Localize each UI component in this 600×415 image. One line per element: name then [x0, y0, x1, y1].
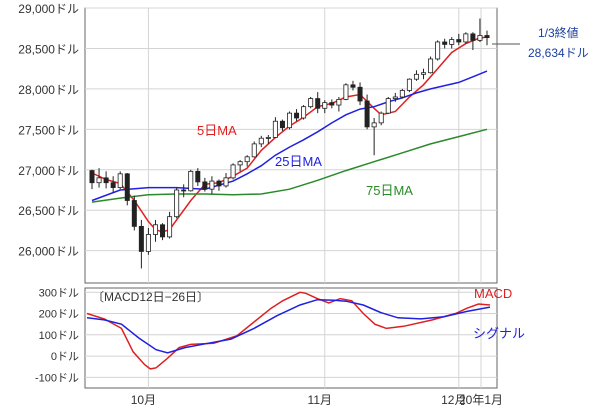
candle-body	[258, 137, 264, 145]
main-y-tick-label: 26,000ドル	[18, 245, 79, 259]
macd-series-label: MACD	[474, 286, 512, 301]
macd-plot-area	[84, 287, 498, 389]
macd-title: 〔MACD12日−26日〕	[92, 290, 209, 304]
candle-body	[421, 72, 427, 75]
candle-body	[89, 170, 95, 184]
candle-body	[131, 200, 137, 227]
candle-body	[237, 161, 243, 166]
candle-body	[336, 98, 342, 106]
candle-body	[117, 173, 123, 188]
main-y-axis-labels: 26,000ドル 26,500ドル 27,000ドル 27,500ドル 28,000ドル…	[18, 2, 79, 259]
macd-lines	[86, 291, 491, 370]
candle-body	[449, 39, 455, 45]
candle-body	[343, 84, 349, 100]
candle-body	[223, 177, 229, 187]
candle-body	[188, 170, 194, 192]
candle-body	[152, 224, 158, 235]
candle-body	[174, 189, 180, 218]
candle-body	[385, 98, 391, 114]
candle-body	[96, 177, 102, 184]
candle-body	[378, 112, 384, 124]
candle-body	[279, 120, 285, 129]
candle-body	[442, 41, 448, 45]
candle-body	[484, 35, 490, 39]
candle-body	[477, 35, 483, 41]
main-y-tick-label: 29,000ドル	[18, 2, 79, 16]
candle-body	[399, 90, 405, 98]
close-annotation-date: 1/3終値	[538, 25, 579, 40]
candle-body	[138, 225, 144, 252]
candle-body	[392, 96, 398, 99]
x-tick-label: 12月	[441, 393, 466, 407]
main-y-tick-label: 26,500ドル	[18, 204, 79, 218]
candlesticks	[89, 18, 490, 269]
candle-body	[124, 173, 130, 201]
candle-body	[216, 180, 222, 187]
candle-body	[428, 58, 434, 74]
candle-body	[244, 156, 250, 163]
candle-body	[230, 164, 236, 179]
candle-body	[322, 102, 328, 109]
candle-body	[251, 143, 257, 158]
macd-gridlines	[85, 288, 497, 388]
candle-body	[286, 112, 292, 129]
ma-line	[91, 70, 488, 202]
candle-body	[406, 78, 412, 91]
candle-body	[160, 224, 166, 238]
candle-body	[463, 33, 469, 43]
candle-body	[202, 181, 208, 190]
ma75-label: 75日MA	[366, 183, 413, 198]
candle-body	[265, 137, 271, 139]
candle-body	[195, 170, 201, 183]
macd-y-tick-label: -100ドル	[35, 372, 79, 384]
candle-body	[110, 182, 116, 188]
x-tick-label: 10月	[131, 393, 156, 407]
main-y-tick-label: 27,500ドル	[18, 123, 79, 137]
candle-body	[167, 216, 173, 238]
macd-series-line	[86, 298, 491, 354]
candle-body	[350, 84, 356, 88]
x-tick-label: 20年1月	[459, 393, 503, 407]
main-y-tick-label: 27,000ドル	[18, 164, 79, 178]
main-y-tick-label: 28,000ドル	[18, 83, 79, 97]
ma-line	[91, 128, 488, 203]
candle-body	[181, 189, 187, 192]
macd-y-tick-label: 0ドル	[51, 351, 79, 363]
candle-body	[435, 41, 441, 60]
macd-y-tick-label: 100ドル	[39, 330, 79, 342]
close-annotation-value: 28,634ドル	[528, 46, 589, 60]
macd-y-axis-labels: -100ドル 0ドル 100ドル 200ドル 300ドル	[35, 287, 79, 384]
candle-body	[294, 112, 300, 119]
candle-body	[315, 98, 321, 109]
candle-body	[357, 86, 363, 102]
ma25-label: 25日MA	[275, 154, 322, 169]
signal-series-label: シグナル	[473, 326, 525, 341]
candle-body	[308, 98, 314, 108]
candle-body	[329, 102, 335, 106]
candle-body	[103, 177, 109, 184]
ma5-label: 5日MA	[197, 123, 237, 138]
x-tick-label: 11月	[308, 393, 332, 407]
main-y-tick-label: 28,500ドル	[18, 42, 79, 56]
macd-y-tick-label: 300ドル	[39, 287, 79, 299]
macd-y-tick-label: 200ドル	[39, 309, 79, 321]
candle-body	[456, 39, 462, 43]
candle-body	[413, 73, 419, 80]
candle-body	[209, 180, 215, 190]
candle-body	[364, 100, 370, 128]
macd-series-line	[86, 291, 491, 370]
candle-body	[272, 120, 278, 138]
candle-body	[145, 234, 151, 252]
candle-body	[371, 122, 377, 128]
candle-body	[301, 106, 307, 119]
candle-body	[470, 33, 476, 41]
